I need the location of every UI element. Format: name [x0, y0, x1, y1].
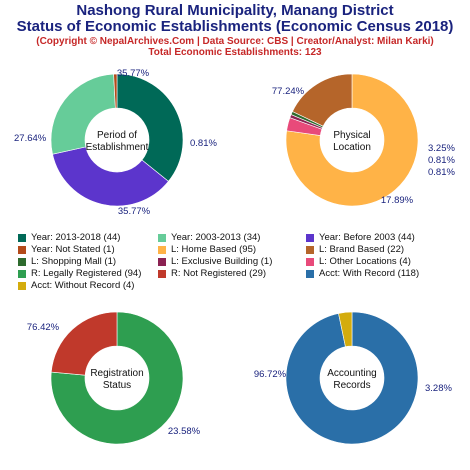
- slice-percent-label: 35.77%: [118, 206, 151, 217]
- donut-center-label: Status: [103, 380, 131, 391]
- legend-label: R: Not Registered (29): [171, 268, 267, 279]
- legend-item: L: Brand Based (22): [306, 244, 458, 255]
- legend-item: L: Other Locations (4): [306, 256, 458, 267]
- legend-label: L: Exclusive Building (1): [171, 256, 273, 267]
- slice-percent-label: 76.42%: [27, 322, 60, 333]
- slice-percent-label: 0.81%: [428, 167, 455, 178]
- legend-label: L: Shopping Mall (1): [31, 256, 117, 267]
- legend-label: L: Brand Based (22): [319, 244, 405, 255]
- donut-slice: [50, 311, 118, 376]
- legend-label: R: Legally Registered (94): [31, 268, 142, 279]
- donut-slice: [285, 311, 419, 445]
- legend-label: L: Home Based (95): [171, 244, 257, 255]
- donut-slice: [116, 73, 184, 182]
- slice-percent-label: 77.24%: [272, 86, 305, 97]
- donut-slice: [52, 146, 169, 207]
- legend-label: Acct: With Record (118): [319, 268, 420, 279]
- legend-swatch: [18, 281, 26, 290]
- copyright-note: (Copyright © NepalArchives.Com | Data So…: [36, 36, 434, 47]
- donut-center-label: Physical: [333, 130, 370, 141]
- total-count: Total Economic Establishments: 123: [148, 47, 322, 58]
- slice-percent-label: 27.64%: [14, 133, 47, 144]
- donut-slice: [285, 73, 419, 207]
- donut-slice: [338, 311, 353, 348]
- slice-percent-label: 0.81%: [428, 155, 455, 166]
- slice-percent-label: 96.72%: [254, 369, 287, 380]
- slice-percent-label: 3.28%: [425, 383, 452, 394]
- legend-item: Year: Not Stated (1): [18, 244, 158, 255]
- slice-percent-label: 3.25%: [428, 143, 455, 154]
- legend-swatch: [158, 269, 166, 278]
- chart-title: Nashong Rural Municipality, Manang Distr…: [76, 2, 394, 19]
- donut-center-label: Registration: [90, 368, 143, 379]
- legend-item: L: Shopping Mall (1): [18, 256, 158, 267]
- legend-swatch: [158, 233, 166, 242]
- donut-slice: [50, 73, 116, 155]
- legend-swatch: [18, 233, 26, 242]
- legend-label: Year: Before 2003 (44): [319, 232, 415, 243]
- legend-swatch: [306, 245, 314, 254]
- legend-swatch: [18, 245, 26, 254]
- legend-label: Year: 2013-2018 (44): [31, 232, 121, 243]
- legend-label: L: Other Locations (4): [319, 256, 411, 267]
- donut-center-label: Accounting: [327, 368, 376, 379]
- slice-percent-label: 17.89%: [381, 195, 414, 206]
- donut-center-label: Records: [333, 380, 370, 391]
- legend-swatch: [306, 269, 314, 278]
- legend-swatch: [158, 257, 166, 266]
- legend-item: Year: 2013-2018 (44): [18, 232, 158, 243]
- slice-percent-label: 0.81%: [190, 138, 217, 149]
- legend-swatch: [306, 233, 314, 242]
- legend-label: Acct: Without Record (4): [31, 280, 135, 291]
- legend-item: Year: Before 2003 (44): [306, 232, 458, 243]
- legend-item: L: Home Based (95): [158, 244, 306, 255]
- legend-item: R: Legally Registered (94): [18, 268, 158, 279]
- legend-item: L: Exclusive Building (1): [158, 256, 306, 267]
- legend-item: Acct: Without Record (4): [18, 280, 158, 291]
- legend-swatch: [18, 257, 26, 266]
- legend-item: Year: 2003-2013 (34): [158, 232, 306, 243]
- donut-center-label: Location: [333, 142, 371, 153]
- legend-swatch: [306, 257, 314, 266]
- legend-swatch: [18, 269, 26, 278]
- legend-item: Acct: With Record (118): [306, 268, 458, 279]
- slice-percent-label: 23.58%: [168, 426, 201, 437]
- legend-item: R: Not Registered (29): [158, 268, 306, 279]
- chart-subtitle: Status of Economic Establishments (Econo…: [16, 18, 454, 35]
- legend-swatch: [158, 245, 166, 254]
- legend: Year: 2013-2018 (44) Year: 2003-2013 (34)…: [18, 232, 458, 291]
- donut-center-label: Period of: [97, 130, 137, 141]
- donut-slice: [113, 73, 118, 109]
- donut-slice: [50, 311, 184, 445]
- legend-label: Year: 2003-2013 (34): [171, 232, 261, 243]
- legend-label: Year: Not Stated (1): [31, 244, 115, 255]
- donut-center-label: Establishment: [86, 142, 149, 153]
- donut-slice: [292, 73, 353, 127]
- slice-percent-label: 35.77%: [117, 68, 150, 79]
